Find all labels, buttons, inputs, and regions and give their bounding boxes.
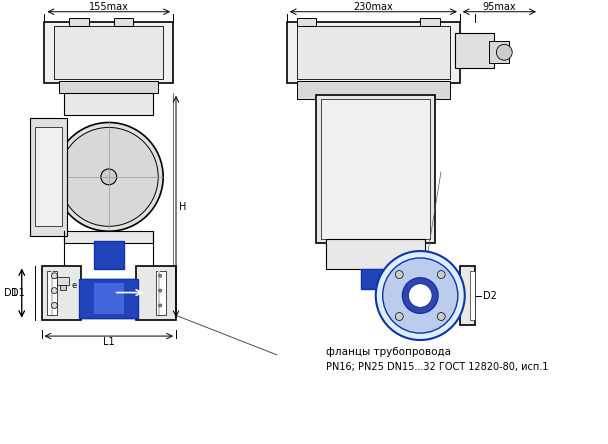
Bar xyxy=(136,266,176,320)
Circle shape xyxy=(382,258,458,333)
Bar xyxy=(54,26,163,79)
Circle shape xyxy=(159,274,162,277)
Bar xyxy=(64,231,153,243)
Circle shape xyxy=(159,304,162,307)
Text: PN16; PN25 DN15...32 ГОСТ 12820-80, исп.1: PN16; PN25 DN15...32 ГОСТ 12820-80, исп.… xyxy=(326,362,548,372)
Circle shape xyxy=(409,284,432,307)
Text: H: H xyxy=(179,202,187,211)
Circle shape xyxy=(54,123,163,231)
Text: 155max: 155max xyxy=(89,2,129,12)
Bar xyxy=(82,281,136,316)
Bar xyxy=(47,271,57,315)
Text: D1: D1 xyxy=(11,288,25,297)
Bar xyxy=(52,271,54,315)
Circle shape xyxy=(395,270,403,278)
Bar xyxy=(94,241,123,269)
Text: 230max: 230max xyxy=(353,2,393,12)
Bar xyxy=(297,26,450,79)
Bar xyxy=(57,277,69,285)
Circle shape xyxy=(101,169,117,185)
Bar xyxy=(35,127,62,226)
Bar xyxy=(100,293,118,305)
Circle shape xyxy=(402,278,438,313)
Bar xyxy=(460,266,475,325)
Circle shape xyxy=(376,251,465,340)
Bar xyxy=(316,95,435,243)
Bar xyxy=(85,283,133,314)
Text: e: e xyxy=(72,281,77,290)
Text: DN: DN xyxy=(396,315,411,325)
Bar xyxy=(88,285,130,312)
Bar xyxy=(79,279,139,318)
Circle shape xyxy=(52,273,57,279)
Bar xyxy=(470,271,475,320)
Bar xyxy=(158,271,160,315)
Text: 95max: 95max xyxy=(483,2,516,12)
PathPatch shape xyxy=(79,279,139,318)
Circle shape xyxy=(52,288,57,293)
Bar xyxy=(287,22,460,83)
Circle shape xyxy=(159,289,162,292)
PathPatch shape xyxy=(94,283,123,314)
Bar xyxy=(489,41,510,63)
Text: 4отв.д: 4отв.д xyxy=(417,276,443,285)
Bar xyxy=(60,81,158,93)
Text: D2: D2 xyxy=(483,290,496,301)
Bar xyxy=(69,18,89,26)
Bar xyxy=(106,297,112,301)
Bar xyxy=(64,93,153,115)
Bar xyxy=(420,18,440,26)
Text: 45°: 45° xyxy=(406,262,421,270)
Bar xyxy=(30,118,67,236)
Bar xyxy=(114,18,134,26)
Bar xyxy=(322,99,430,239)
Bar xyxy=(79,279,139,318)
Bar xyxy=(79,279,139,318)
Text: D1: D1 xyxy=(4,288,18,298)
Bar xyxy=(326,239,425,269)
Bar xyxy=(361,269,390,289)
Bar xyxy=(156,271,166,315)
Bar xyxy=(41,266,81,320)
Bar xyxy=(94,289,123,309)
Bar xyxy=(103,294,115,302)
Circle shape xyxy=(60,127,158,226)
Bar xyxy=(297,81,450,99)
Circle shape xyxy=(437,313,445,321)
Text: L1: L1 xyxy=(103,337,114,347)
Bar xyxy=(60,285,66,289)
Circle shape xyxy=(496,44,512,60)
Bar xyxy=(297,18,316,26)
Bar xyxy=(91,287,126,310)
Text: фланцы трубопровода: фланцы трубопровода xyxy=(326,347,451,357)
Bar xyxy=(97,290,120,306)
Circle shape xyxy=(395,313,403,321)
Circle shape xyxy=(437,270,445,278)
Circle shape xyxy=(52,302,57,309)
Bar xyxy=(44,22,173,83)
Bar xyxy=(455,33,494,68)
